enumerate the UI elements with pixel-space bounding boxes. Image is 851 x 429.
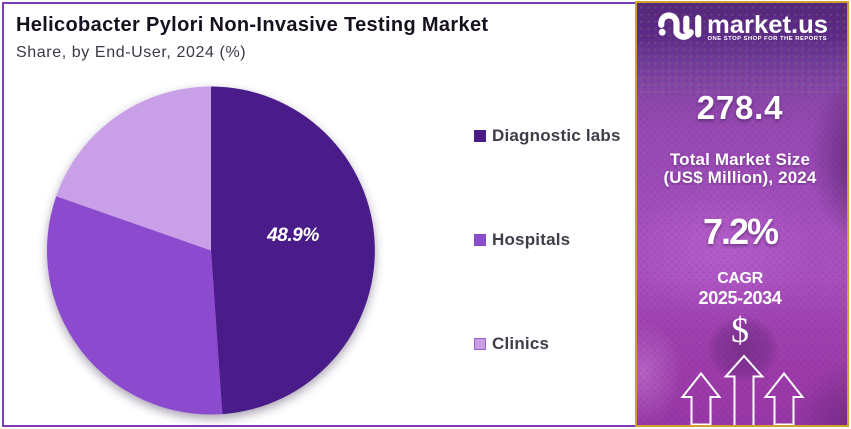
svg-text:market.us: market.us xyxy=(707,11,828,39)
svg-text:ONE STOP SHOP FOR THE REPORTS: ONE STOP SHOP FOR THE REPORTS xyxy=(708,36,827,42)
